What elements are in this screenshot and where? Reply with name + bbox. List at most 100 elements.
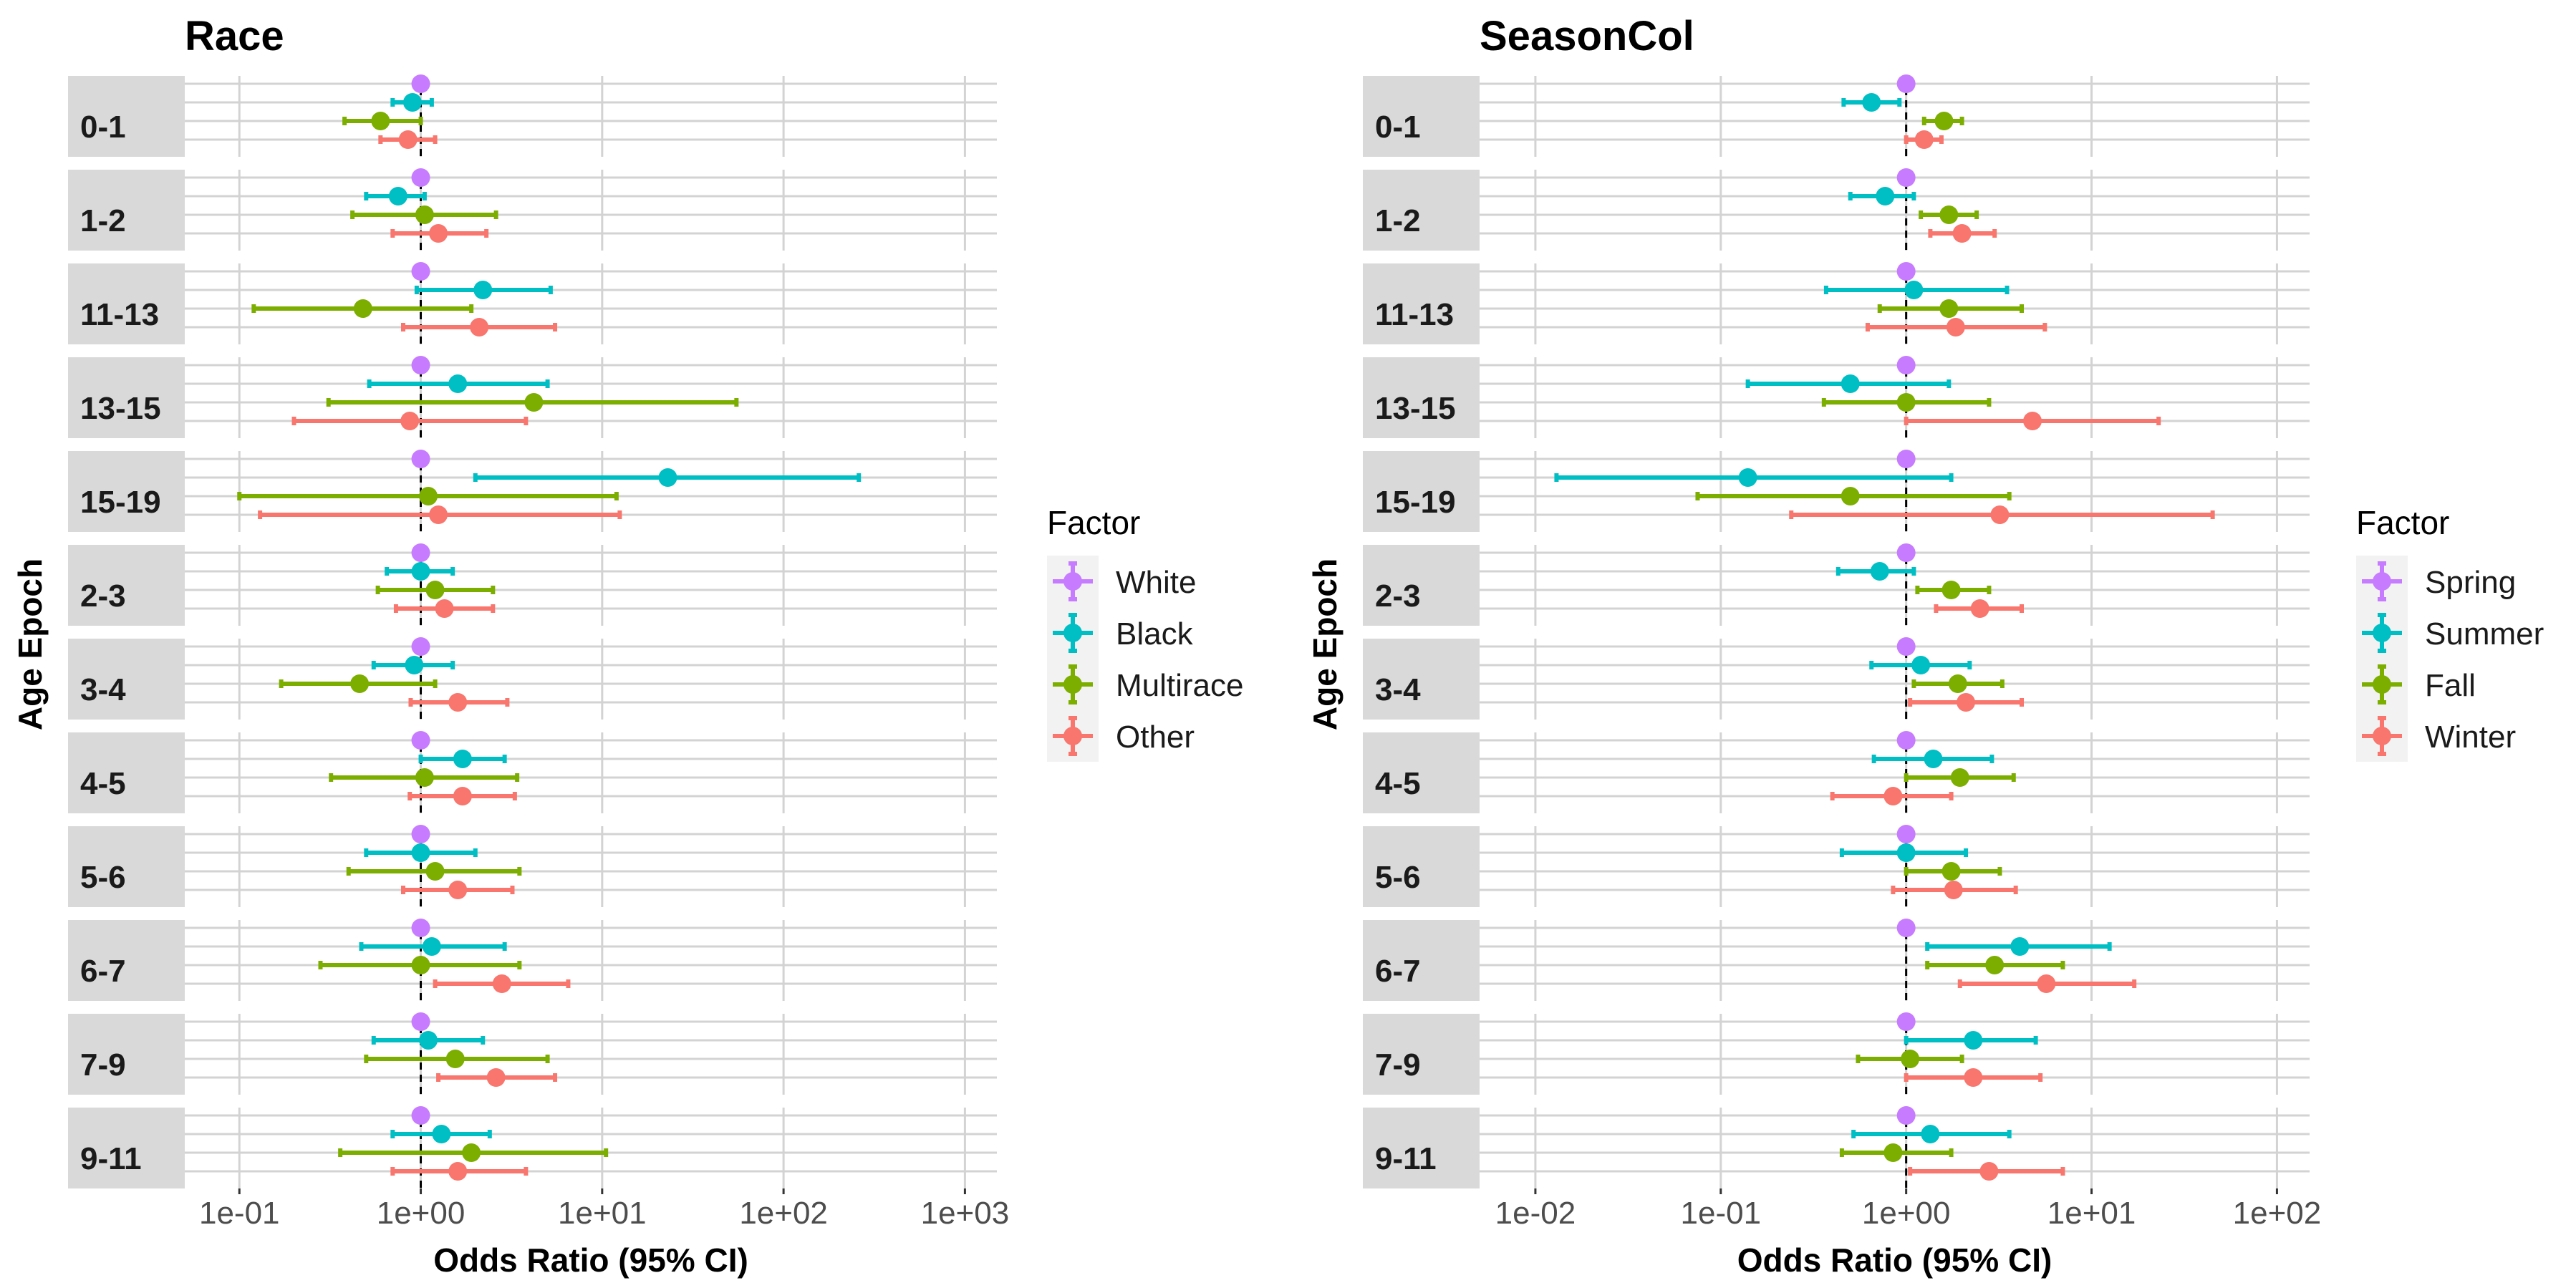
- estimate-spring-point: [1896, 262, 1916, 281]
- estimate-white-point: [411, 731, 430, 750]
- facet-panel: [1480, 920, 2310, 1001]
- facet-panel: [185, 545, 997, 626]
- estimate-other-point: [448, 693, 468, 712]
- estimate-other-point: [448, 881, 468, 899]
- facet-panel: [1480, 170, 2310, 251]
- estimate-spring-point: [1896, 1012, 1916, 1031]
- facet-strip: [68, 826, 185, 907]
- legend-key-point: [1063, 624, 1082, 642]
- legend-item-spring: Spring: [2356, 556, 2516, 607]
- estimate-fall-point: [1939, 205, 1959, 224]
- legend-item-fall: Fall: [2356, 659, 2476, 710]
- estimate-winter-point: [1964, 1068, 1983, 1087]
- estimate-white-point: [411, 543, 430, 562]
- estimate-multirace-point: [353, 299, 372, 318]
- estimate-multirace-point: [425, 581, 445, 599]
- facet-strip: [68, 76, 185, 157]
- estimate-multirace-point: [462, 1143, 481, 1162]
- facet-panel: [185, 1108, 997, 1188]
- legend-label: Summer: [2425, 616, 2544, 652]
- estimate-winter-point: [1979, 1162, 1999, 1181]
- facet-15-19: 15-19: [68, 450, 997, 532]
- legend-item-white: White: [1047, 556, 1196, 607]
- facet-13-15: 13-15: [68, 356, 997, 438]
- facet-3-4: 3-4: [68, 637, 997, 720]
- facet-4-5: 4-5: [68, 731, 997, 813]
- legend-label: Multirace: [1116, 668, 1244, 703]
- legend: Factor Spring Summer Fall Winter: [2356, 504, 2544, 762]
- facet-strip: [68, 545, 185, 626]
- estimate-summer-point: [1964, 1031, 1983, 1050]
- estimate-summer-point: [1904, 281, 1924, 299]
- estimate-black-point: [473, 281, 493, 299]
- facet-label: 2-3: [80, 578, 126, 614]
- facet-strip: [68, 920, 185, 1001]
- facet-3-4: 3-4: [1363, 637, 2310, 720]
- legend-label: Spring: [2425, 565, 2516, 600]
- facet-label: 1-2: [80, 203, 126, 238]
- estimate-spring-point: [1896, 919, 1916, 937]
- facet-label: 3-4: [1375, 672, 1421, 707]
- facet-9-11: 9-11: [68, 1106, 997, 1188]
- facet-2-3: 2-3: [68, 543, 997, 626]
- facet-panel: [1480, 1014, 2310, 1095]
- estimate-fall-point: [1939, 299, 1959, 318]
- estimate-winter-point: [1944, 881, 1963, 899]
- estimate-other-point: [400, 412, 420, 430]
- estimate-fall-point: [1941, 862, 1961, 881]
- legend-key-point: [1063, 727, 1082, 745]
- legend-label: Winter: [2425, 720, 2516, 755]
- estimate-fall-point: [1901, 1050, 1920, 1068]
- facet-label: 13-15: [80, 391, 161, 426]
- legend-key-point: [2373, 572, 2391, 591]
- x-tick-label: 1e-01: [199, 1196, 280, 1231]
- legend-title: Factor: [1047, 504, 1140, 541]
- estimate-multirace-point: [415, 768, 434, 787]
- legend-item-black: Black: [1047, 607, 1194, 659]
- facet-panel: [1480, 639, 2310, 720]
- facet-5-6: 5-6: [1363, 825, 2310, 907]
- facet-label: 4-5: [1375, 766, 1421, 801]
- estimate-spring-point: [1896, 450, 1916, 468]
- facet-strip: [68, 639, 185, 720]
- x-axis-title: Odds Ratio (95% CI): [1737, 1241, 2052, 1279]
- legend-label: Black: [1116, 616, 1194, 652]
- estimate-spring-point: [1896, 731, 1916, 750]
- facet-strip: [68, 170, 185, 251]
- estimate-spring-point: [1896, 543, 1916, 562]
- facet-label: 0-1: [1375, 110, 1421, 145]
- legend-label: Fall: [2425, 668, 2476, 703]
- facet-7-9: 7-9: [68, 1012, 997, 1095]
- facet-15-19: 15-19: [1363, 450, 2310, 532]
- estimate-spring-point: [1896, 1106, 1916, 1125]
- x-tick-label: 1e+01: [558, 1196, 647, 1231]
- facet-strip: [68, 1108, 185, 1188]
- estimate-winter-point: [1957, 693, 1976, 712]
- estimate-winter-point: [1914, 130, 1934, 149]
- facet-panel: [185, 76, 997, 157]
- legend-label: Other: [1116, 720, 1195, 755]
- estimate-multirace-point: [411, 956, 430, 974]
- estimate-white-point: [411, 1012, 430, 1031]
- facet-label: 15-19: [1375, 485, 1456, 520]
- estimate-other-point: [486, 1068, 506, 1087]
- facet-panel: [185, 639, 997, 720]
- facet-strip: [68, 357, 185, 438]
- y-axis-title: Age Epoch: [1306, 558, 1344, 730]
- facet-6-7: 6-7: [68, 919, 997, 1001]
- facet-panel: [1480, 263, 2310, 344]
- facet-13-15: 13-15: [1363, 356, 2310, 438]
- estimate-black-point: [411, 562, 430, 581]
- facet-label: 5-6: [1375, 860, 1421, 895]
- estimate-black-point: [432, 1125, 451, 1143]
- legend: Factor White Black Multirace Other: [1047, 504, 1244, 762]
- estimate-fall-point: [1934, 112, 1954, 130]
- panel-seasoncol: SeasonCol 0-1 1-2 11-13 13-15 15-19 2-3 3-4 4-5 5…: [1306, 13, 2544, 1279]
- estimate-black-point: [448, 374, 468, 393]
- estimate-winter-point: [1970, 599, 1989, 618]
- x-tick-label: 1e-02: [1495, 1196, 1576, 1231]
- legend-item-other: Other: [1047, 710, 1195, 762]
- x-tick-label: 1e+00: [1862, 1196, 1951, 1231]
- x-tick-label: 1e+02: [739, 1196, 828, 1231]
- y-axis-title: Age Epoch: [11, 558, 49, 730]
